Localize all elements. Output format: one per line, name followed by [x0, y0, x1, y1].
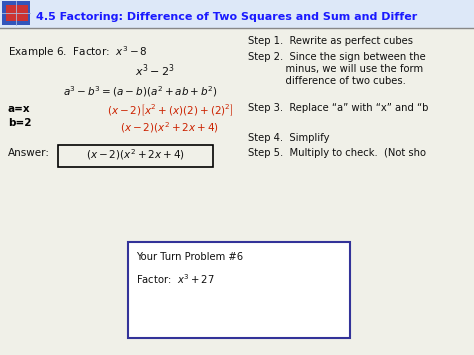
Text: Step 3.  Replace “a” with “x” and “b: Step 3. Replace “a” with “x” and “b — [248, 103, 428, 113]
Text: Answer:: Answer: — [8, 148, 50, 158]
Bar — [128, 242, 350, 338]
Bar — [2, 1, 30, 25]
Bar — [0, 0, 474, 28]
Text: Step 4.  Simplify: Step 4. Simplify — [248, 133, 329, 143]
Text: $a^3 - b^3 = (a - b)(a^2 + ab + b^2)$: $a^3 - b^3 = (a - b)(a^2 + ab + b^2)$ — [63, 84, 218, 99]
Text: $(x - 2)(x^2 + 2x + 4)$: $(x - 2)(x^2 + 2x + 4)$ — [120, 120, 219, 135]
Bar — [6, 5, 28, 21]
Text: $x^3 - 2^3$: $x^3 - 2^3$ — [135, 62, 175, 78]
Text: $(x - 2)\left[x^2 + (x)(2) + (2)^2\right]$: $(x - 2)\left[x^2 + (x)(2) + (2)^2\right… — [107, 103, 233, 118]
Text: Example 6.  Factor:  $x^3 - 8$: Example 6. Factor: $x^3 - 8$ — [8, 44, 148, 60]
Bar — [58, 145, 213, 167]
Text: Your Turn Problem #6: Your Turn Problem #6 — [136, 252, 243, 262]
Text: $(x - 2)(x^2 + 2x + 4)$: $(x - 2)(x^2 + 2x + 4)$ — [86, 147, 185, 162]
Text: Step 1.  Rewrite as perfect cubes: Step 1. Rewrite as perfect cubes — [248, 36, 413, 46]
Text: Step 2.  Since the sign between the: Step 2. Since the sign between the — [248, 52, 426, 62]
Text: Step 5.  Multiply to check.  (Not sho: Step 5. Multiply to check. (Not sho — [248, 148, 426, 158]
Text: 4.5 Factoring: Difference of Two Squares and Sum and Differ: 4.5 Factoring: Difference of Two Squares… — [36, 12, 417, 22]
Text: Factor:  $x^3 + 27$: Factor: $x^3 + 27$ — [136, 272, 215, 286]
Text: minus, we will use the form: minus, we will use the form — [248, 64, 423, 74]
Text: a=x: a=x — [8, 104, 31, 114]
Text: difference of two cubes.: difference of two cubes. — [248, 76, 406, 86]
Text: b=2: b=2 — [8, 118, 31, 128]
